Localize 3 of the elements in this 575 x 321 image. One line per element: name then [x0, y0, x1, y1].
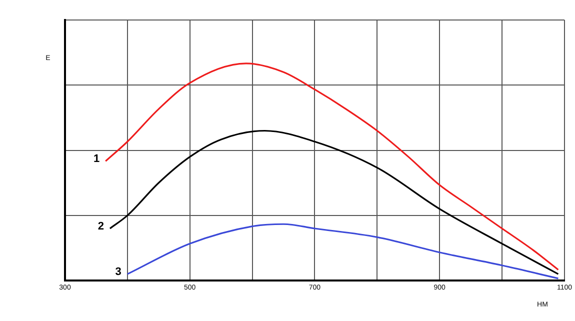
series-label: 1	[93, 153, 100, 166]
series-label: 2	[98, 220, 104, 233]
series-label: 3	[115, 266, 122, 278]
